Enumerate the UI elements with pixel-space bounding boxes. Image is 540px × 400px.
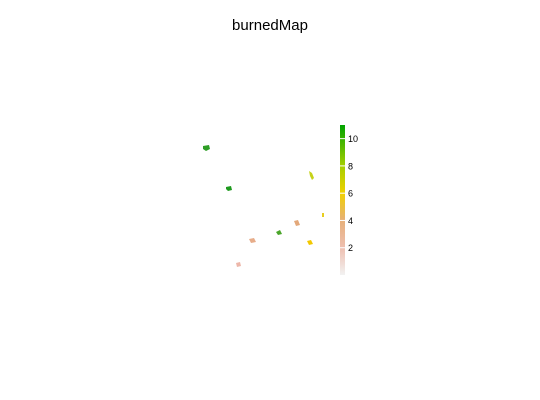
burn-patches [203,145,324,267]
burn-patch [322,213,324,217]
legend-tick-label: 4 [348,216,353,226]
legend-tick-label: 2 [348,243,353,253]
burn-patch [203,145,210,151]
legend-tick-label: 8 [348,161,353,171]
legend-tick-label: 10 [348,134,358,144]
burn-patch [236,262,241,267]
burn-patch [307,240,313,245]
legend-tick-label: 6 [348,189,353,199]
color-legend: 10 8 6 4 2 [340,125,358,275]
burn-patch [226,186,232,191]
map-title: burnedMap [232,17,308,34]
legend-ticks: 10 8 6 4 2 [340,134,358,253]
burn-patch [294,220,300,226]
burn-patch [249,238,256,243]
burn-patch [276,230,282,235]
burn-patch [309,171,314,180]
legend-colorbar [340,125,345,275]
